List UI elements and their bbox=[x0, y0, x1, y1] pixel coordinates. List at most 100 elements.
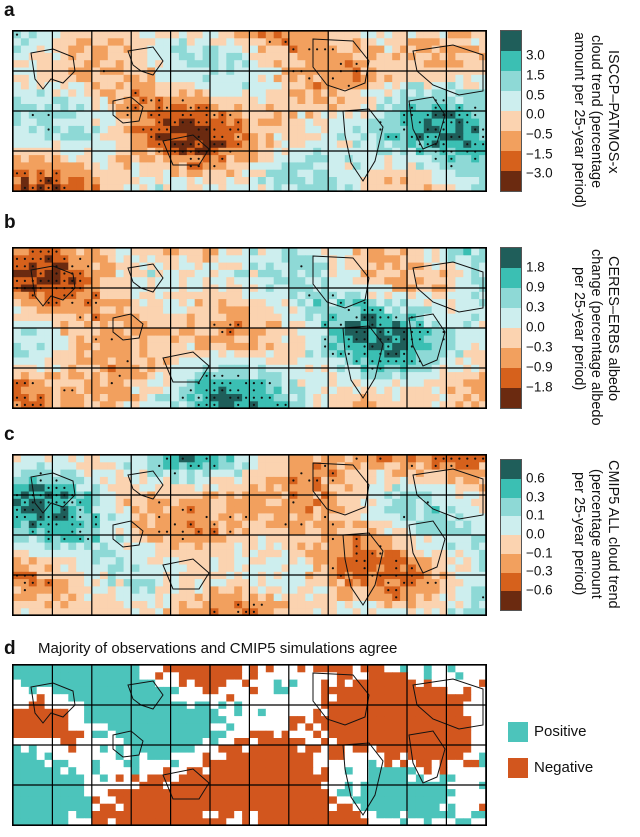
grid-cell bbox=[305, 672, 314, 680]
grid-cell bbox=[60, 133, 69, 141]
grid-cell bbox=[344, 455, 354, 463]
grid-cell bbox=[360, 586, 369, 595]
grid-cell bbox=[463, 593, 472, 602]
grid-cell bbox=[147, 708, 156, 717]
grid-cell bbox=[431, 328, 440, 336]
grid-cell bbox=[178, 52, 188, 61]
grid-cell bbox=[139, 133, 148, 141]
grid-cell bbox=[52, 364, 61, 373]
grid-cell bbox=[123, 125, 132, 134]
grid-cell bbox=[273, 462, 282, 470]
grid-cell bbox=[281, 147, 290, 156]
grid-cell bbox=[400, 82, 409, 90]
grid-cell bbox=[163, 255, 172, 263]
grid-cell bbox=[297, 74, 306, 83]
grid-cell bbox=[36, 608, 45, 615]
grid-cell bbox=[186, 484, 196, 492]
significance-dot bbox=[39, 479, 42, 482]
grid-cell bbox=[250, 162, 259, 171]
grid-cell bbox=[352, 593, 361, 602]
grid-cell bbox=[163, 321, 172, 329]
grid-cell bbox=[273, 342, 282, 351]
grid-cell bbox=[186, 38, 196, 46]
grid-cell bbox=[376, 45, 385, 54]
grid-cell bbox=[344, 601, 354, 609]
grid-cell bbox=[392, 694, 401, 702]
grid-cell bbox=[257, 321, 267, 329]
grid-cell bbox=[297, 672, 306, 680]
grid-cell bbox=[463, 335, 472, 344]
grid-cell bbox=[329, 679, 338, 688]
grid-cell bbox=[368, 535, 377, 543]
grid-cell bbox=[336, 140, 346, 149]
grid-cell bbox=[115, 277, 124, 285]
grid-cell bbox=[115, 401, 124, 408]
grid-cell bbox=[408, 140, 417, 149]
grid-cell bbox=[439, 248, 448, 256]
significance-dot bbox=[284, 403, 287, 406]
grid-cell bbox=[242, 321, 251, 329]
grid-cell bbox=[234, 162, 243, 171]
grid-cell bbox=[131, 462, 140, 470]
grid-cell bbox=[250, 506, 259, 514]
grid-cell bbox=[376, 248, 385, 256]
grid-cell bbox=[447, 593, 456, 602]
coastline bbox=[408, 313, 446, 367]
significance-dot bbox=[229, 382, 232, 385]
grid-cell bbox=[36, 140, 45, 149]
grid-cell bbox=[305, 579, 314, 587]
grid-cell bbox=[471, 89, 480, 98]
grid-cell bbox=[178, 277, 188, 285]
significance-dot bbox=[71, 515, 74, 519]
grid-cell bbox=[115, 118, 124, 127]
grid-cell bbox=[234, 694, 243, 702]
grid-cell bbox=[423, 571, 433, 580]
grid-cell bbox=[60, 31, 69, 39]
grid-cell bbox=[352, 38, 361, 46]
grid-cell bbox=[360, 608, 369, 615]
grid-cell bbox=[20, 528, 30, 536]
significance-dot bbox=[221, 157, 224, 160]
grid-cell bbox=[408, 74, 417, 83]
grid-cell bbox=[360, 147, 369, 156]
grid-cell bbox=[218, 291, 227, 300]
grid-cell bbox=[84, 82, 93, 90]
grid-cell bbox=[392, 118, 401, 127]
grid-cell bbox=[313, 513, 322, 522]
grid-cell bbox=[107, 45, 117, 54]
grid-cell bbox=[313, 549, 322, 558]
grid-cell bbox=[392, 162, 401, 171]
grid-cell bbox=[257, 133, 267, 141]
grid-cell bbox=[139, 535, 148, 543]
grid-cell bbox=[265, 665, 275, 673]
grid-cell bbox=[265, 542, 275, 551]
grid-cell bbox=[92, 557, 101, 565]
grid-cell bbox=[76, 45, 85, 54]
significance-dot bbox=[71, 301, 74, 304]
grid-cell bbox=[313, 74, 322, 83]
grid-cell bbox=[155, 379, 164, 388]
grid-cell bbox=[439, 593, 448, 602]
grid-cell bbox=[76, 248, 85, 256]
grid-cell bbox=[178, 520, 188, 529]
grid-cell bbox=[329, 52, 338, 61]
significance-dot bbox=[363, 567, 366, 570]
grid-cell bbox=[171, 708, 180, 717]
grid-cell bbox=[368, 679, 377, 688]
title-line: cloud trend (percentage bbox=[588, 35, 604, 189]
significance-dot bbox=[355, 559, 358, 562]
grid-cell bbox=[139, 694, 148, 702]
grid-cell bbox=[313, 357, 322, 366]
grid-cell bbox=[147, 549, 156, 558]
grid-cell bbox=[384, 455, 393, 463]
grid-cell bbox=[178, 299, 188, 307]
grid-cell bbox=[305, 38, 314, 46]
grid-cell bbox=[431, 118, 440, 127]
grid-cell bbox=[20, 155, 30, 163]
grid-cell bbox=[139, 476, 148, 485]
grid-cell bbox=[313, 162, 322, 171]
trend-map-a bbox=[12, 30, 487, 192]
grid-cell bbox=[289, 342, 298, 351]
grid-cell bbox=[155, 586, 164, 595]
grid-cell bbox=[455, 694, 464, 702]
